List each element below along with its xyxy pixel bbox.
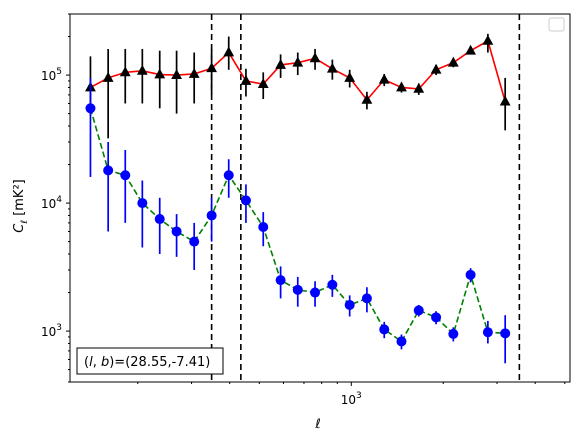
data-point [448,328,459,339]
legend-box [548,17,565,32]
data-point [430,63,442,74]
data-point [154,214,165,225]
tick-base: 10 [41,197,56,211]
data-point [275,58,287,69]
data-point [85,103,96,114]
tick-exponent: 3 [56,323,62,333]
data-point [396,336,407,347]
annotation-l: l [89,355,93,370]
data-point [447,56,459,67]
vertical-dashed-lines [210,14,521,382]
data-point [103,165,114,176]
tick-base: 10 [341,393,356,407]
y-tick-label: 104 [41,195,62,211]
data-point [171,69,182,79]
data-point [361,93,373,104]
data-point [206,210,217,221]
data-series [85,33,511,364]
series-2 [85,77,511,364]
annotation-sep: , [93,355,101,370]
data-point [326,62,338,73]
data-point [171,226,182,237]
data-point [189,236,200,247]
data-point [344,71,356,82]
data-point [310,287,321,298]
data-point [344,299,355,310]
tick-base: 10 [41,69,56,83]
y-tick-label: 105 [41,67,62,83]
series-1 [85,33,511,139]
data-point [257,78,269,89]
data-point [413,305,424,316]
y-axis-label-subscript: ℓ [20,220,30,225]
annotation-box [76,347,224,375]
tick-base: 10 [41,325,56,339]
data-point [206,62,218,73]
axes-frame [69,13,571,383]
data-point [240,195,251,206]
data-point [292,284,303,295]
data-point [465,269,476,280]
data-point [119,66,131,77]
legend-frame [548,17,565,32]
annotation-text: (l, b)=(28.55,-7.41) [84,355,210,370]
tick-exponent: 3 [356,391,362,401]
y-tick-label: 103 [41,323,62,339]
data-point [154,68,166,79]
tick-exponent: 4 [56,195,62,205]
data-point [120,170,131,181]
tick-exponent: 5 [56,67,62,77]
data-point [413,82,425,93]
data-point [379,324,390,335]
data-point [223,46,235,57]
data-point [309,52,321,63]
annotation-b: b [101,355,109,370]
data-point [465,44,476,55]
data-point [396,81,407,92]
y-axis-label: Cℓ [mK²] [12,179,30,232]
data-point [378,73,390,84]
x-tick-label: 103 [341,391,362,407]
data-point [136,64,148,75]
data-point [292,56,304,67]
data-point [482,327,493,338]
data-point [431,312,442,323]
coordinate-annotation: (l, b)=(28.55,-7.41) [76,347,224,375]
data-point [500,328,511,339]
data-point [361,293,372,304]
data-point [275,275,286,286]
data-point [327,279,338,290]
x-axis-label: ℓ [314,417,320,432]
y-axis-label-unit: [mK²] [12,179,27,220]
data-point [188,67,200,78]
data-point [102,71,114,82]
y-axis-label-symbol: C [12,223,27,233]
data-point [240,74,252,85]
data-point [137,198,148,209]
annotation-prefix: ( [84,355,89,370]
data-point [223,170,234,181]
data-point [258,222,269,233]
data-point [482,34,494,45]
data-point [499,95,511,106]
annotation-suffix: )=(28.55,-7.41) [109,355,210,370]
